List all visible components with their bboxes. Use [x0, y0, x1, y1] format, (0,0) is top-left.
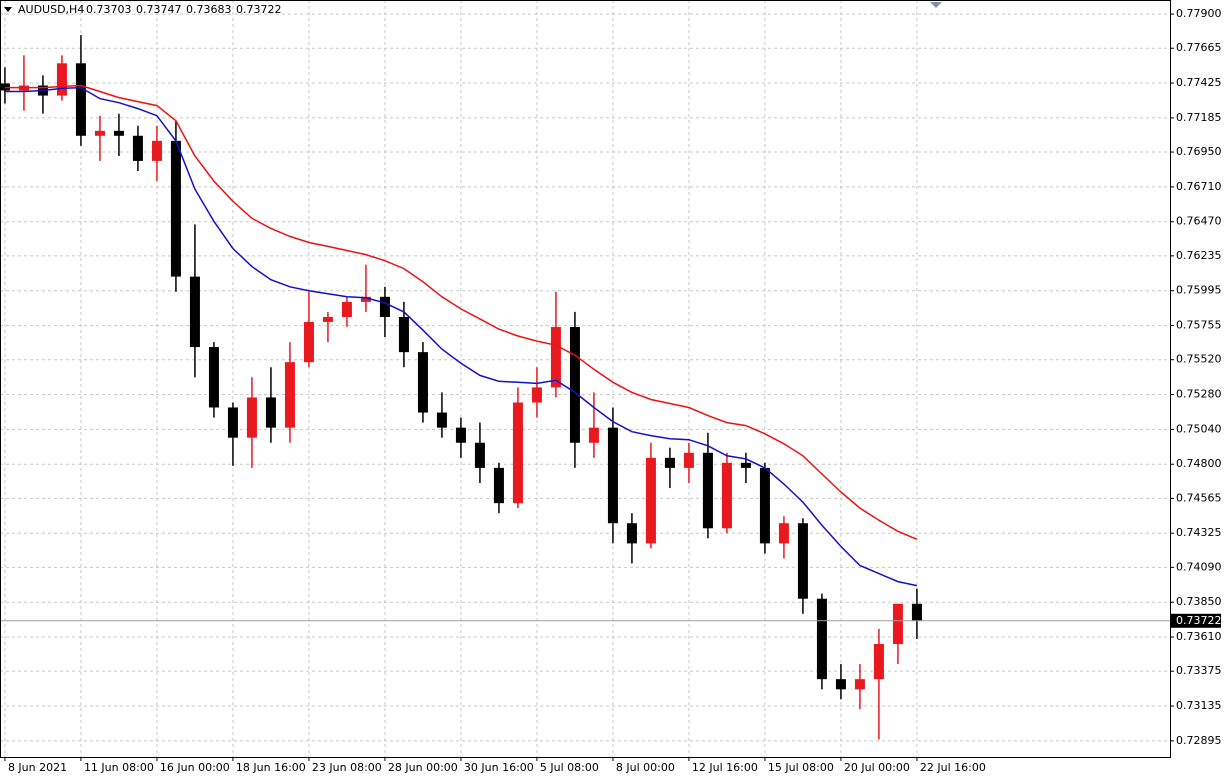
x-tick-label: 8 Jun 2021	[8, 761, 67, 774]
y-tick-label: 0.74090	[1176, 560, 1222, 573]
candle-body	[721, 462, 732, 529]
plot-border	[0, 0, 1171, 758]
x-tick-label: 18 Jun 16:00	[236, 761, 306, 774]
y-tick-label: 0.77665	[1176, 41, 1222, 54]
x-tick-label: 30 Jun 16:00	[464, 761, 534, 774]
y-tick-label: 0.76950	[1176, 145, 1222, 158]
menu-arrow	[4, 7, 12, 12]
candle-body	[664, 457, 675, 468]
candle-body	[550, 327, 561, 388]
candle-body	[94, 130, 105, 136]
y-tick-label: 0.75280	[1176, 388, 1222, 401]
candle-body	[265, 397, 276, 428]
candle-body	[284, 362, 295, 428]
y-tick-label: 0.74565	[1176, 491, 1222, 504]
y-tick-label: 0.77185	[1176, 111, 1222, 124]
grid	[0, 0, 1170, 757]
y-tick-label: 0.73610	[1176, 630, 1222, 643]
y-tick-label: 0.73135	[1176, 699, 1222, 712]
candle-body	[436, 412, 447, 428]
candle-body	[531, 387, 542, 403]
candle-body	[835, 679, 846, 690]
candle-body	[512, 402, 523, 504]
y-tick-label: 0.74325	[1176, 526, 1222, 539]
candle-body	[151, 140, 162, 161]
x-tick-label: 15 Jul 08:00	[768, 761, 834, 774]
y-tick-label: 0.74800	[1176, 457, 1222, 470]
candle-body	[113, 130, 124, 136]
candle-body	[170, 140, 181, 277]
header-close: 0.73722	[236, 3, 282, 16]
candle-body	[208, 347, 219, 408]
moving-average	[4, 84, 918, 540]
candle-body	[702, 452, 713, 529]
candle-body	[474, 442, 485, 468]
x-tick-label: 22 Jul 16:00	[920, 761, 986, 774]
candle-body	[740, 462, 751, 468]
x-tick-label: 12 Jul 16:00	[692, 761, 758, 774]
candle-body	[398, 317, 409, 353]
candle-body	[607, 427, 618, 524]
y-tick-label: 0.75755	[1176, 319, 1222, 332]
x-tick-label: 28 Jun 00:00	[388, 761, 458, 774]
x-tick-label: 5 Jul 08:00	[540, 761, 599, 774]
y-tick-label: 0.73850	[1176, 595, 1222, 608]
header-high: 0.73747	[136, 3, 182, 16]
header-low: 0.73683	[186, 3, 232, 16]
y-tick-label: 0.75995	[1176, 284, 1222, 297]
candle-body	[56, 63, 67, 96]
x-tick-label: 8 Jul 00:00	[616, 761, 675, 774]
candle-body	[645, 457, 656, 544]
candle-body	[892, 603, 903, 645]
x-tick-label: 20 Jul 00:00	[844, 761, 910, 774]
candle-body	[246, 397, 257, 438]
moving-average	[4, 86, 918, 587]
last-price-box	[1171, 613, 1221, 628]
candle-body	[854, 679, 865, 690]
symbol-title: AUDUSD,H4	[18, 3, 84, 16]
candle-body	[626, 523, 637, 544]
candle-body	[455, 427, 466, 443]
y-tick-label: 0.77900	[1176, 7, 1222, 20]
candle-body	[75, 63, 86, 136]
candle-body	[493, 467, 504, 504]
y-tick-label: 0.76235	[1176, 249, 1222, 262]
x-tick-label: 23 Jun 08:00	[312, 761, 382, 774]
candle-body	[683, 452, 694, 468]
x-tick-label: 11 Jun 08:00	[84, 761, 154, 774]
last-price-label: 0.73722	[1176, 614, 1222, 627]
y-tick-label: 0.76710	[1176, 180, 1222, 193]
plot	[0, 35, 1170, 740]
candle-body	[778, 523, 789, 544]
y-tick-label: 0.72895	[1176, 734, 1222, 747]
candle-body	[379, 296, 390, 318]
y-tick-label: 0.75520	[1176, 353, 1222, 366]
shift-marker	[930, 2, 942, 8]
candle-body	[911, 603, 922, 621]
candle-body	[341, 301, 352, 318]
x-tick-label: 16 Jun 00:00	[160, 761, 230, 774]
header-open: 0.73703	[86, 3, 132, 16]
y-tick-label: 0.76470	[1176, 215, 1222, 228]
candle-body	[588, 427, 599, 443]
candle-body	[873, 644, 884, 680]
candle-body	[189, 276, 200, 348]
y-tick-label: 0.77425	[1176, 76, 1222, 89]
candle-body	[816, 598, 827, 680]
candle-body	[303, 321, 314, 363]
y-tick-label: 0.75040	[1176, 422, 1222, 435]
candle-body	[797, 523, 808, 599]
candle-body	[417, 352, 428, 413]
candle-body	[227, 407, 238, 438]
candle-body	[132, 135, 143, 161]
y-tick-label: 0.73375	[1176, 664, 1222, 677]
candle-body	[360, 296, 371, 302]
candle-body	[759, 467, 770, 544]
candle-body	[322, 317, 333, 322]
candle-body	[569, 327, 580, 443]
